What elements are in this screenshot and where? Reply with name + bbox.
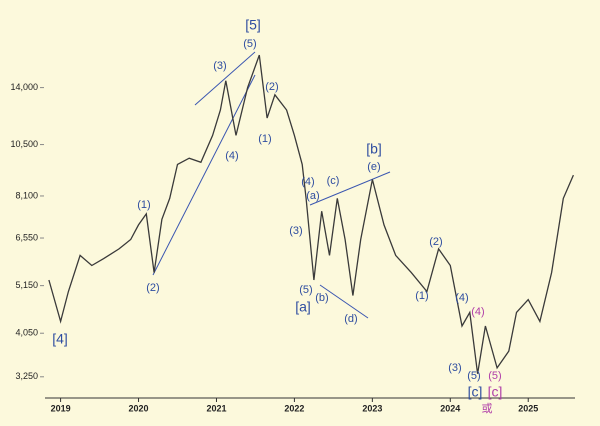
wave-label: [5] [245, 17, 261, 33]
wave-label: (2) [429, 236, 442, 248]
wave-label: (b) [315, 292, 328, 304]
wave-label: (d) [344, 313, 357, 325]
wave-label: [c] [468, 384, 483, 400]
x-tick-label: 2020 [129, 403, 149, 413]
price-line [48, 54, 574, 374]
wave-label: [c] [488, 384, 503, 400]
wave-label: (1) [258, 133, 271, 145]
wave-label: [a] [295, 299, 311, 315]
x-tick-label: 2024 [440, 403, 460, 413]
x-tick-label: 2022 [284, 403, 304, 413]
y-tick-label: 6,550 [15, 232, 38, 242]
trend-line [194, 51, 256, 106]
wave-label: (5) [299, 284, 312, 296]
wave-label: (e) [367, 161, 380, 173]
wave-label: (4) [471, 306, 484, 318]
wave-label: (3) [213, 60, 226, 72]
y-tick-label: 3,250 [15, 371, 38, 381]
y-tick-label: 14,000 [10, 82, 38, 92]
x-tick-label: 2021 [206, 403, 226, 413]
wave-label: (4) [455, 292, 468, 304]
wave-label: (5) [243, 38, 256, 50]
trend-line [309, 171, 391, 206]
wave-label: (1) [137, 199, 150, 211]
y-tick-label: 4,050 [15, 328, 38, 338]
trend-line [152, 74, 256, 276]
wave-label: (c) [327, 175, 340, 187]
wave-label: (5) [488, 370, 501, 382]
wave-label: (4) [225, 150, 238, 162]
wave-label: (3) [448, 362, 461, 374]
wave-label: (1) [415, 290, 428, 302]
wave-label: (3) [289, 225, 302, 237]
y-tick-label: 5,150 [15, 280, 38, 290]
wave-label: 或 [482, 402, 493, 415]
wave-label: (2) [265, 81, 278, 93]
x-tick-label: 2019 [51, 403, 71, 413]
trend-line [319, 284, 369, 319]
y-tick-label: 8,100 [15, 190, 38, 200]
wave-label: [4] [52, 331, 68, 347]
wave-label: (4) [301, 176, 314, 188]
wave-label: [b] [366, 141, 382, 157]
wave-label: (5) [467, 370, 480, 382]
wave-label: (a) [306, 190, 319, 202]
wave-label: (2) [146, 282, 159, 294]
x-tick-label: 2025 [518, 403, 538, 413]
x-tick-label: 2023 [362, 403, 382, 413]
y-tick-label: 10,500 [10, 139, 38, 149]
